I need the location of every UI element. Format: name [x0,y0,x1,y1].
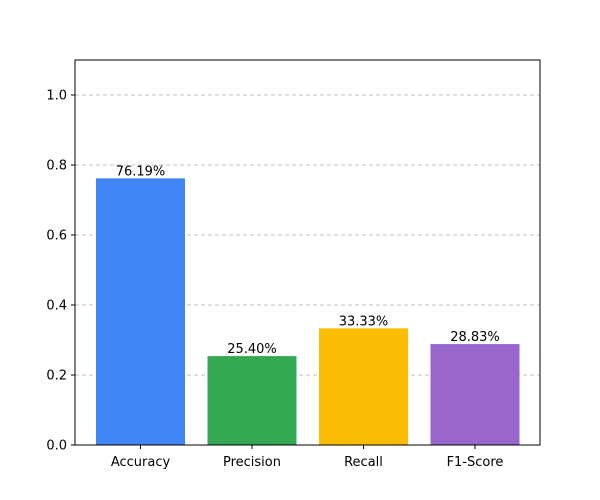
x-tick-label: Recall [344,455,383,470]
data-label: 33.33% [339,314,389,329]
bar-recall [319,328,408,445]
data-label: 28.83% [450,330,500,345]
bar-f1-score [430,344,520,445]
data-label: 76.19% [116,164,166,179]
y-tick-label: 0.8 [46,159,67,174]
x-tick-label: Accuracy [111,455,171,470]
plot-frame [74,59,541,446]
axes: 0.0 0.2 0.4 0.6 0.8 1.0 Accuracy Precision Recal… [46,89,503,471]
x-tick-label: Precision [223,455,281,470]
data-label: 25.40% [227,342,277,357]
y-tick-label: 0.2 [46,369,67,384]
x-tick-label: F1-Score [447,455,504,470]
y-tick-label: 0.0 [46,439,67,454]
bar-precision [207,356,297,445]
data-labels: 76.19% 25.40% 33.33% 28.83% [116,164,500,357]
y-tick-label: 0.4 [46,299,67,314]
bar-accuracy [96,178,185,445]
y-tick-label: 1.0 [46,89,67,104]
bars [96,178,520,445]
y-tick-label: 0.6 [46,229,67,244]
